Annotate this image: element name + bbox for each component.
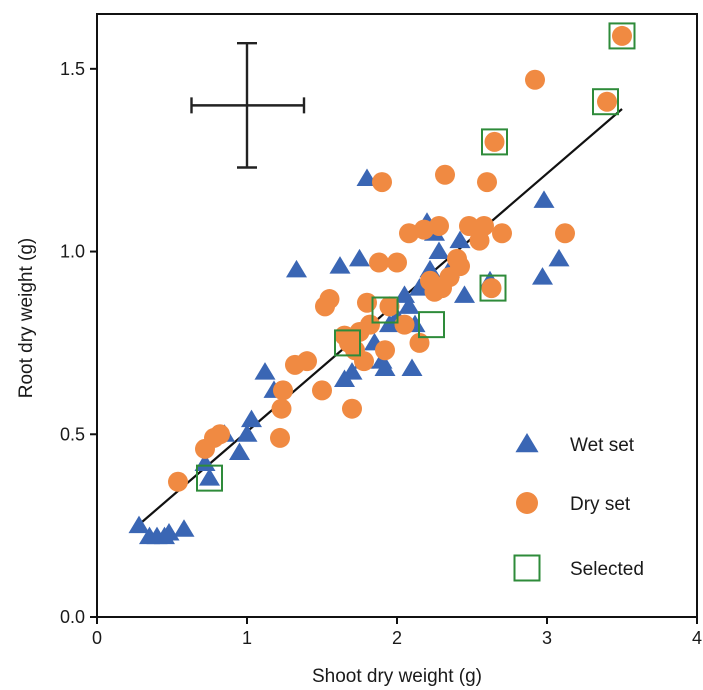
x-tick-label-3: 3 <box>542 628 552 648</box>
x-tick-label-2: 2 <box>392 628 402 648</box>
wet-set-point <box>401 358 423 376</box>
dry-set-point <box>273 380 293 401</box>
legend-wet-marker <box>515 433 539 453</box>
wet-set-point <box>128 515 150 534</box>
legend-label-dry: Dry set <box>570 494 631 515</box>
dry-set-point <box>612 25 632 46</box>
y-tick-label-1: 0.5 <box>60 424 85 444</box>
dry-set-point <box>525 69 545 90</box>
dry-set-point <box>372 172 392 193</box>
wet-set-point <box>428 241 450 260</box>
wet-set-point <box>173 519 195 537</box>
dry-set-point <box>357 292 377 313</box>
dry-set-point <box>360 314 380 335</box>
legend-dry-marker <box>516 492 538 514</box>
dry-set-point <box>597 91 617 112</box>
legend-label-wet: Wet set <box>570 435 635 456</box>
dry-set-point <box>481 278 502 299</box>
dry-set-point <box>477 172 497 193</box>
wet-set-point <box>329 256 351 274</box>
wet-set-point <box>236 424 258 442</box>
dry-set-point <box>492 223 512 244</box>
x-tick-label-1: 1 <box>242 628 252 648</box>
wet-set-point <box>398 296 420 314</box>
dry-set-point <box>319 289 340 310</box>
selected-point <box>196 464 223 492</box>
selected-point <box>608 22 636 50</box>
legend: Wet set Dry set Selected <box>513 433 644 582</box>
dry-set-point <box>429 215 449 236</box>
wet-set-point <box>532 267 553 285</box>
wet-set-point <box>349 248 370 267</box>
dry-set-point <box>474 215 494 236</box>
axes: 0 1 2 3 4 0.0 0.5 1.0 1.5 <box>60 59 702 648</box>
dry-set-point <box>387 252 407 273</box>
dry-set-point <box>555 223 575 244</box>
selected-point <box>479 274 507 302</box>
y-axis-label: Root dry weight (g) <box>16 238 37 399</box>
wet-set-point <box>286 259 307 278</box>
selected-point <box>592 88 619 116</box>
dry-set-point <box>379 296 400 317</box>
dry-set-point <box>394 314 415 335</box>
regression-line-group <box>141 108 623 523</box>
selected-point <box>334 329 361 357</box>
dry-set-point <box>210 424 230 445</box>
dry-set-point <box>342 398 362 419</box>
selected-point <box>418 311 445 339</box>
data-points <box>128 22 636 545</box>
y-tick-label-0: 0.0 <box>60 607 85 627</box>
wet-set-point <box>254 362 276 380</box>
selected-point <box>371 296 399 324</box>
dry-set-point <box>354 351 374 372</box>
x-tick-label-0: 0 <box>92 628 102 648</box>
wet-set-point <box>374 358 396 376</box>
dry-set-point <box>312 380 332 401</box>
dry-set-point <box>459 215 479 236</box>
dry-set-point <box>369 252 389 273</box>
wet-set-point <box>341 362 363 380</box>
legend-selected-marker <box>513 554 541 582</box>
wet-set-point <box>199 468 220 486</box>
wet-set-point <box>229 442 250 461</box>
dry-set-point <box>414 219 434 240</box>
dry-set-point <box>435 164 455 185</box>
regression-line <box>141 108 623 523</box>
dry-set-point <box>271 398 292 419</box>
wet-set-point <box>241 409 262 428</box>
x-axis-label: Shoot dry weight (g) <box>312 666 482 687</box>
dry-set-point <box>399 223 419 244</box>
wet-set-point <box>533 190 555 208</box>
legend-label-selected: Selected <box>570 559 644 580</box>
y-tick-label-2: 1.0 <box>60 242 85 262</box>
dry-set-point <box>484 131 505 152</box>
selected-point <box>481 128 508 156</box>
x-tick-label-4: 4 <box>692 628 702 648</box>
error-bar-group <box>190 42 306 169</box>
dry-set-point <box>375 340 395 361</box>
dry-set-point <box>168 471 188 492</box>
wet-set-point <box>449 230 471 249</box>
y-tick-label-3: 1.5 <box>60 59 85 79</box>
wet-set-point <box>194 453 216 472</box>
dry-set-point <box>270 427 290 448</box>
wet-set-point <box>454 285 475 303</box>
dry-set-point <box>297 351 317 372</box>
wet-set-point <box>548 248 570 267</box>
dry-set-point <box>450 256 470 277</box>
